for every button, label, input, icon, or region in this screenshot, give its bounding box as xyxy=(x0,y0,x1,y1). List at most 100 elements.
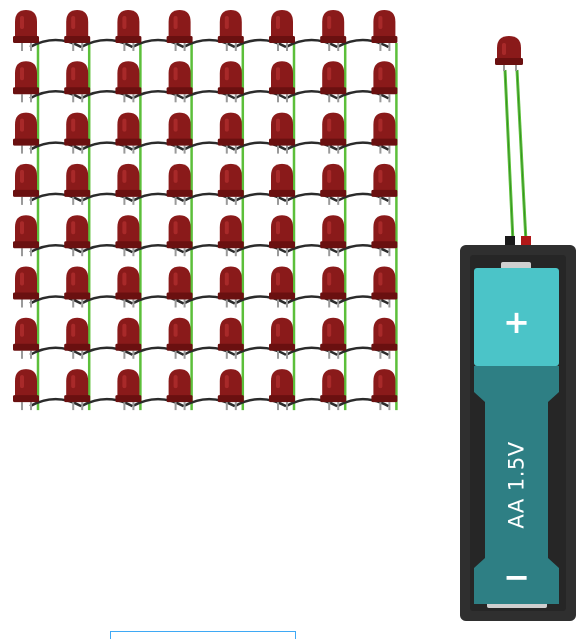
wire-black[interactable] xyxy=(80,90,133,100)
led-icon[interactable] xyxy=(269,369,295,411)
wire-black[interactable] xyxy=(234,397,287,408)
led-icon[interactable] xyxy=(166,266,193,308)
wire-black[interactable] xyxy=(80,295,133,305)
led-icon[interactable] xyxy=(371,369,398,411)
led-icon[interactable] xyxy=(371,317,398,359)
wire-black[interactable] xyxy=(336,243,389,254)
wire-black[interactable] xyxy=(29,38,82,49)
wire-black[interactable] xyxy=(29,243,82,254)
led-icon[interactable] xyxy=(371,266,398,308)
led-icon[interactable] xyxy=(269,61,295,103)
led-icon[interactable] xyxy=(64,61,91,103)
wire-black[interactable] xyxy=(183,192,236,202)
led-icon[interactable] xyxy=(371,61,398,103)
led-icon[interactable] xyxy=(269,317,295,359)
led-matrix[interactable] xyxy=(13,10,398,411)
led-icon[interactable] xyxy=(269,10,295,51)
selection-box[interactable] xyxy=(110,631,296,639)
led-icon[interactable] xyxy=(64,112,91,154)
wire-black[interactable] xyxy=(285,192,338,202)
led-icon[interactable] xyxy=(115,266,142,308)
wire-black[interactable] xyxy=(336,397,389,408)
led-icon[interactable] xyxy=(320,10,347,51)
led-icon[interactable] xyxy=(13,61,39,103)
wire-black[interactable] xyxy=(29,295,82,305)
led-icon[interactable] xyxy=(371,112,398,154)
wire-black[interactable] xyxy=(80,141,133,151)
led-icon[interactable] xyxy=(269,112,295,154)
led-icon[interactable] xyxy=(64,266,91,308)
led-icon[interactable] xyxy=(320,163,347,205)
led-icon[interactable] xyxy=(269,215,295,257)
wire-black[interactable] xyxy=(183,397,236,408)
led-icon[interactable] xyxy=(269,163,295,205)
wire-black[interactable] xyxy=(29,346,82,356)
wire-black[interactable] xyxy=(29,397,82,408)
led-icon[interactable] xyxy=(166,163,193,205)
wire-black[interactable] xyxy=(80,192,133,202)
led-icon[interactable] xyxy=(217,317,244,359)
wire-black[interactable] xyxy=(183,38,236,49)
wire-black[interactable] xyxy=(131,141,185,151)
led-icon[interactable] xyxy=(115,369,142,411)
led-icon[interactable] xyxy=(115,10,142,51)
led-icon[interactable] xyxy=(13,163,39,205)
wire-black[interactable] xyxy=(234,38,287,49)
wire-black[interactable] xyxy=(336,90,389,100)
wire-black[interactable] xyxy=(234,90,287,100)
terminal-positive[interactable] xyxy=(521,236,531,246)
wire-black[interactable] xyxy=(80,397,133,408)
led-icon[interactable] xyxy=(217,61,244,103)
led-icon[interactable] xyxy=(217,163,244,205)
led-icon[interactable] xyxy=(497,36,521,60)
led-icon[interactable] xyxy=(217,369,244,411)
led-icon[interactable] xyxy=(320,266,347,308)
led-icon[interactable] xyxy=(115,112,142,154)
led-icon[interactable] xyxy=(13,112,39,154)
wire-black[interactable] xyxy=(183,295,236,305)
wire-black[interactable] xyxy=(285,295,338,305)
led-icon[interactable] xyxy=(64,10,91,51)
led-icon[interactable] xyxy=(217,266,244,308)
wire-black[interactable] xyxy=(234,192,287,202)
led-icon[interactable] xyxy=(371,10,398,51)
wire-black[interactable] xyxy=(285,243,338,254)
led-icon[interactable] xyxy=(320,61,347,103)
wire-black[interactable] xyxy=(336,295,389,305)
terminal-negative[interactable] xyxy=(505,236,515,246)
wire-black[interactable] xyxy=(183,141,236,151)
wire-black[interactable] xyxy=(285,397,338,408)
wire-black[interactable] xyxy=(336,346,389,356)
wire-black[interactable] xyxy=(285,90,338,100)
led-icon[interactable] xyxy=(115,317,142,359)
wire-black[interactable] xyxy=(336,192,389,202)
wire-black[interactable] xyxy=(80,243,133,254)
wire-black[interactable] xyxy=(183,243,236,254)
wire-black[interactable] xyxy=(234,346,287,356)
battery-holder[interactable] xyxy=(460,236,576,621)
wire-black[interactable] xyxy=(183,346,236,356)
led-icon[interactable] xyxy=(115,163,142,205)
wire-black[interactable] xyxy=(285,38,338,49)
led-icon[interactable] xyxy=(64,163,91,205)
wire-black[interactable] xyxy=(29,90,82,100)
led-icon[interactable] xyxy=(166,112,193,154)
wire-black[interactable] xyxy=(285,346,338,356)
led-icon[interactable] xyxy=(115,61,142,103)
led-icon[interactable] xyxy=(320,112,347,154)
wire-black[interactable] xyxy=(131,295,185,305)
wire-black[interactable] xyxy=(336,38,389,49)
wire-black[interactable] xyxy=(234,141,287,151)
standalone-led[interactable] xyxy=(495,36,528,243)
led-icon[interactable] xyxy=(371,163,398,205)
led-icon[interactable] xyxy=(64,369,91,411)
wire-black[interactable] xyxy=(131,38,185,49)
led-icon[interactable] xyxy=(269,266,295,308)
wire-black[interactable] xyxy=(131,243,185,254)
led-icon[interactable] xyxy=(320,369,347,411)
led-icon[interactable] xyxy=(166,317,193,359)
wire-black[interactable] xyxy=(336,141,389,151)
led-icon[interactable] xyxy=(217,10,244,51)
led-icon[interactable] xyxy=(13,317,39,359)
